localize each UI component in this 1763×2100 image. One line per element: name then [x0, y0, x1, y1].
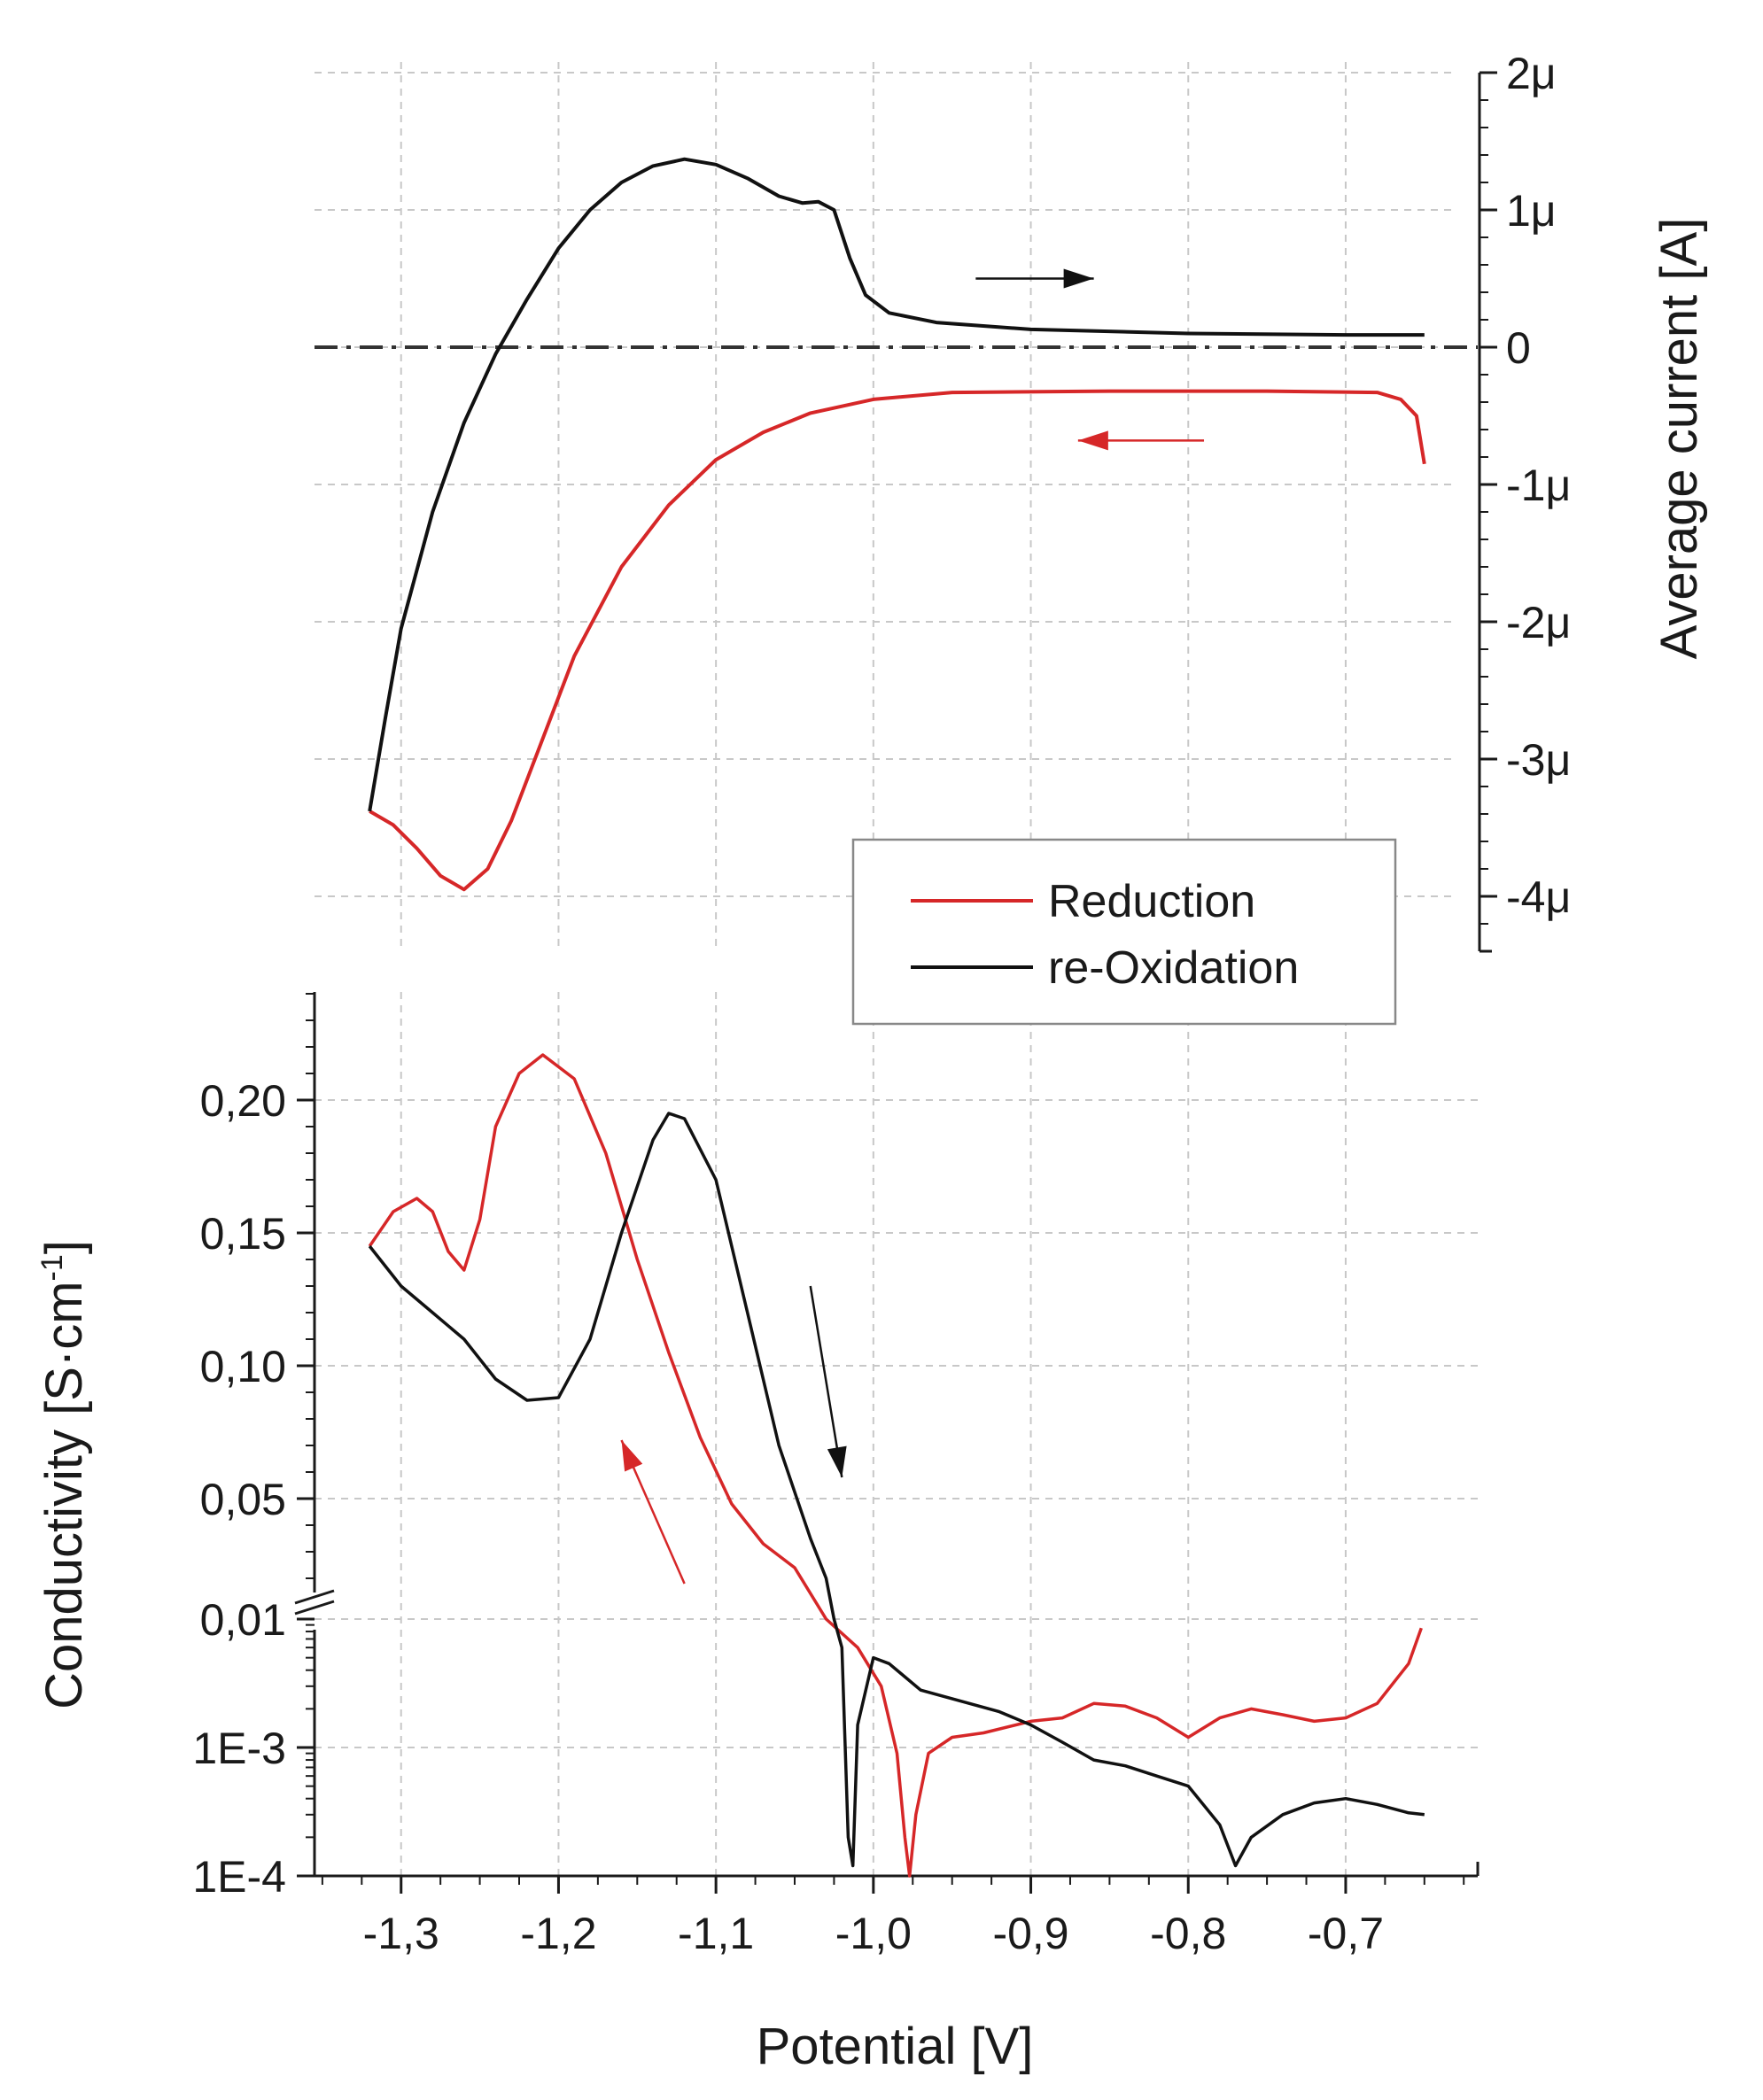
- x-tick-label-4: -0,9: [992, 1909, 1068, 1958]
- top-y-tick-label-2: 0: [1506, 323, 1531, 373]
- top-y-tick-label-3: -1μ: [1506, 461, 1571, 510]
- bottom-y-tick-label-lin-1: 0,10: [200, 1342, 286, 1391]
- bottom-y-tick-label-lin-2: 0,15: [200, 1209, 286, 1259]
- x-tick-label-3: -1,0: [835, 1909, 912, 1958]
- bottom-y-tick-label-log-0: 1E-4: [192, 1852, 286, 1902]
- legend-label-reoxidation: re-Oxidation: [1048, 942, 1299, 994]
- bottom-arrow-up-head: [621, 1440, 643, 1472]
- top-arrow-left-head: [1077, 430, 1108, 451]
- top-y-tick-label-1: 1μ: [1506, 186, 1557, 236]
- bottom-y-axis-title: Conductivity [S·cm-1]: [35, 1240, 93, 1709]
- top-y-tick-label-4: -2μ: [1506, 598, 1571, 647]
- series-layer: [368, 157, 1426, 1878]
- bottom-y-tick-label-log-2: 0,01: [200, 1595, 286, 1645]
- bottom-y-tick-label-lin-0: 0,05: [200, 1475, 286, 1524]
- top-y-tick-label-6: -4μ: [1506, 872, 1571, 922]
- legend-label-reduction: Reduction: [1048, 876, 1255, 927]
- bottom-arrow-down-head: [827, 1445, 847, 1477]
- x-tick-label-6: -0,7: [1308, 1909, 1384, 1958]
- x-tick-label-2: -1,1: [678, 1909, 754, 1958]
- x-tick-label-5: -0,8: [1150, 1909, 1226, 1958]
- bottom-y-tick-label-lin-3: 0,20: [200, 1076, 286, 1126]
- bottom-y-axis-title-end: ]: [35, 1240, 93, 1254]
- top-series-reduction: [369, 389, 1426, 892]
- bottom-y-axis-break-mark-1: [294, 1589, 335, 1605]
- bottom-y-axis-title-sup: -1: [35, 1254, 69, 1281]
- top-series-re-oxidation: [368, 157, 1425, 812]
- top-arrow-right-head: [1063, 268, 1094, 289]
- bottom-series-re-oxidation: [368, 1112, 1425, 1868]
- bottom-y-axis-title-main: Conductivity [S·cm: [35, 1281, 93, 1709]
- top-y-axis-title: Average current [A]: [1650, 218, 1708, 660]
- bottom-series-reduction: [368, 1053, 1423, 1878]
- x-tick-label-0: -1,3: [363, 1909, 439, 1958]
- x-axis-title: Potential [V]: [757, 2018, 1034, 2075]
- bottom-y-axis-break-mark-2: [294, 1600, 335, 1616]
- annotation-layer: [620, 268, 1205, 1585]
- legend-box: [851, 838, 1397, 1026]
- bottom-y-tick-label-log-1: 1E-3: [192, 1724, 286, 1773]
- grid-layer: [315, 62, 1478, 1876]
- axes-layer: 2μ 1μ 0 -1μ -2μ -3μ -4μ 0,05 0,10 0,15 0,20 1E-4 1E-…: [192, 49, 1571, 1958]
- top-y-tick-label-0: 2μ: [1506, 49, 1557, 98]
- legend: Reduction re-Oxidation: [851, 838, 1397, 1026]
- x-tick-label-1: -1,2: [520, 1909, 596, 1958]
- top-y-tick-label-5: -3μ: [1506, 735, 1571, 785]
- bottom-arrow-down-shaft: [809, 1285, 843, 1478]
